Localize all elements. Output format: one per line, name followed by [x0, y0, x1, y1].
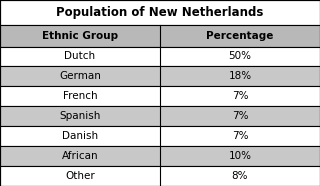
- Text: 10%: 10%: [228, 151, 252, 161]
- Text: Spanish: Spanish: [59, 111, 101, 121]
- Text: 8%: 8%: [232, 171, 248, 181]
- Text: 7%: 7%: [232, 111, 248, 121]
- Bar: [0, 46, 320, 66]
- Text: French: French: [63, 91, 97, 101]
- Text: 50%: 50%: [228, 52, 252, 61]
- Bar: [0, 66, 320, 86]
- Text: Percentage: Percentage: [206, 31, 274, 41]
- Text: 7%: 7%: [232, 91, 248, 101]
- Bar: [0, 25, 320, 46]
- Bar: [0, 126, 320, 146]
- Text: 7%: 7%: [232, 131, 248, 141]
- Text: Population of New Netherlands: Population of New Netherlands: [56, 6, 264, 19]
- Bar: [0, 146, 320, 166]
- Text: German: German: [59, 71, 101, 81]
- Text: Other: Other: [65, 171, 95, 181]
- Text: African: African: [62, 151, 98, 161]
- Text: Dutch: Dutch: [64, 52, 96, 61]
- Text: Danish: Danish: [62, 131, 98, 141]
- Text: 18%: 18%: [228, 71, 252, 81]
- Bar: [0, 166, 320, 186]
- Text: Ethnic Group: Ethnic Group: [42, 31, 118, 41]
- Bar: [0, 0, 320, 25]
- Bar: [0, 106, 320, 126]
- Bar: [0, 86, 320, 106]
